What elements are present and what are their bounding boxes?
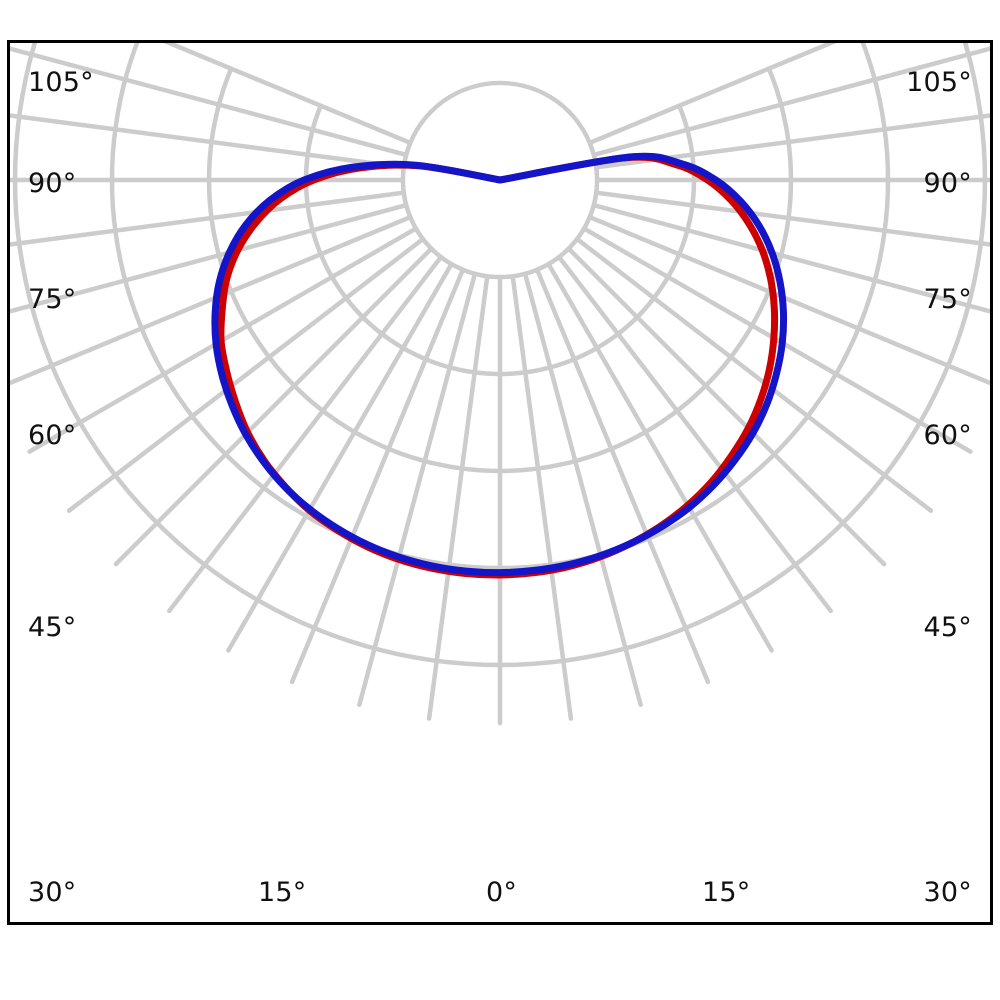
axis-label-left-105: 105°	[28, 67, 94, 98]
axis-label-left-60: 60°	[28, 420, 77, 451]
axis-label-right-60: 60°	[923, 420, 972, 451]
grid-angular-spokes	[10, 43, 990, 726]
axis-label-bottom-0: 0°	[486, 877, 518, 908]
polar-grid	[10, 43, 990, 726]
axis-label-left-75: 75°	[28, 284, 77, 315]
intensity-curves	[211, 152, 788, 579]
series-c90-c270	[211, 152, 788, 577]
axis-label-bottom-30-left: 30°	[28, 877, 77, 908]
axis-label-right-75: 75°	[923, 284, 972, 315]
plot-frame: 105° 90° 75° 60° 45° 105° 90° 75° 60° 45…	[7, 40, 993, 925]
axis-label-bottom-30-right: 30°	[923, 877, 972, 908]
axis-label-right-45: 45°	[923, 612, 972, 643]
axis-label-right-105: 105°	[906, 67, 972, 98]
axis-label-left-90: 90°	[28, 168, 77, 199]
axis-label-bottom-15-left: 15°	[258, 877, 307, 908]
axis-label-bottom-15-right: 15°	[702, 877, 751, 908]
axis-label-left-45: 45°	[28, 612, 77, 643]
axis-label-right-90: 90°	[923, 168, 972, 199]
